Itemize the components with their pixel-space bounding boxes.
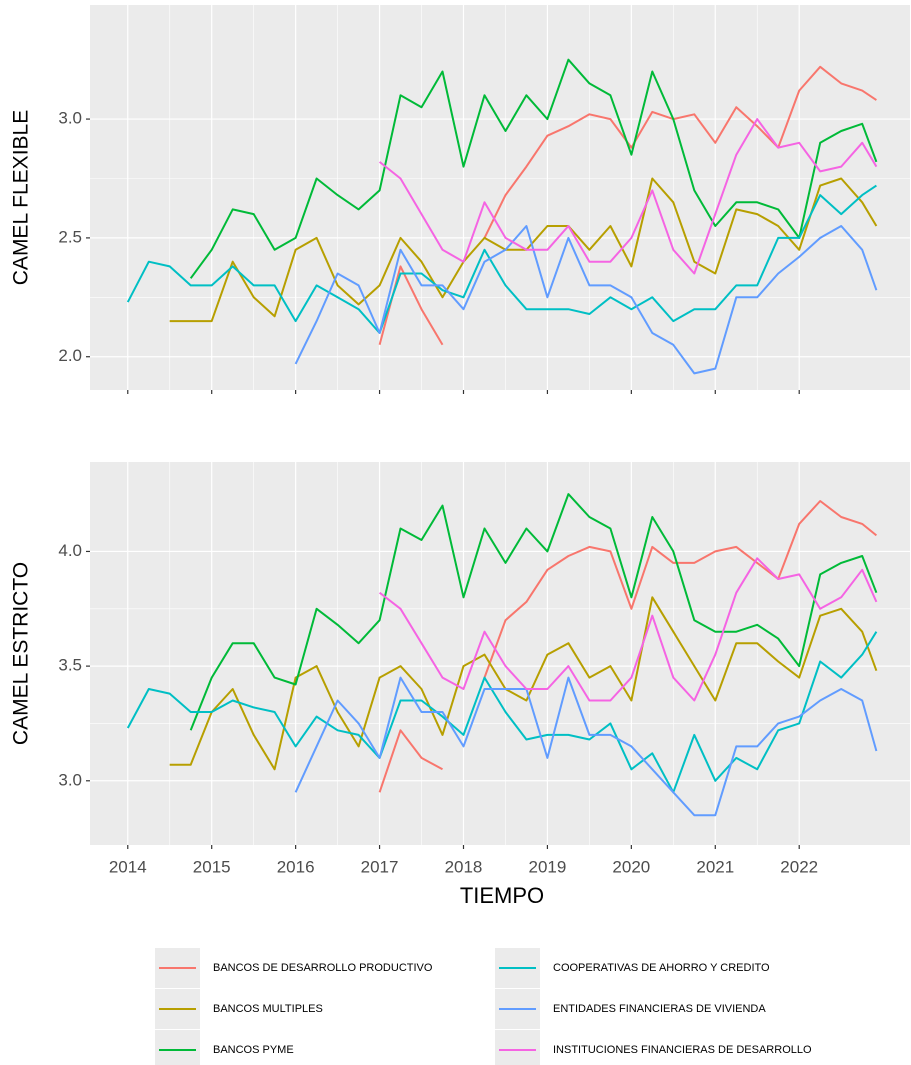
- panel-background: [90, 462, 910, 845]
- legend-label: COOPERATIVAS DE AHORRO Y CREDITO: [553, 962, 770, 974]
- series-line: [126, 631, 878, 794]
- x-tick-label: 2020: [612, 857, 650, 876]
- x-tick-label: 2022: [780, 857, 818, 876]
- series-line: [294, 676, 878, 817]
- panel-background: [90, 5, 910, 390]
- legend-label: ENTIDADES FINANCIERAS DE VIVIENDA: [553, 1003, 766, 1015]
- series-line: [169, 596, 878, 771]
- series-line: [126, 184, 877, 334]
- legend-key: [155, 1030, 200, 1065]
- y-tick-label: 4.0: [58, 541, 82, 560]
- legend-label: INSTITUCIONES FINANCIERAS DE DESARROLLO: [553, 1044, 812, 1056]
- legend-label: BANCOS MULTIPLES: [213, 1003, 323, 1015]
- series-line: [378, 500, 878, 793]
- series-line: [189, 58, 878, 279]
- x-tick-label: 2014: [109, 857, 147, 876]
- y-axis-title: CAMEL ESTRICTO: [10, 562, 33, 745]
- x-tick-label: 2018: [445, 857, 483, 876]
- x-axis-title: TIEMPO: [460, 883, 544, 908]
- series-line: [294, 225, 878, 375]
- y-axis-title: CAMEL FLEXIBLE: [10, 110, 33, 285]
- x-tick-label: 2019: [529, 857, 567, 876]
- x-tick-label: 2021: [696, 857, 734, 876]
- x-tick-label: 2016: [277, 857, 315, 876]
- legend-label: BANCOS DE DESARROLLO PRODUCTIVO: [213, 962, 433, 974]
- series-line: [378, 118, 878, 275]
- y-tick-label: 3.0: [58, 109, 82, 128]
- x-tick-label: 2017: [361, 857, 399, 876]
- x-tick-label: 2015: [193, 857, 231, 876]
- series-line: [378, 557, 878, 702]
- y-tick-label: 3.5: [58, 656, 82, 675]
- y-tick-label: 2.5: [58, 227, 82, 246]
- series-line: [189, 493, 878, 731]
- legend-key: [495, 1030, 540, 1065]
- y-tick-label: 2.0: [58, 346, 82, 365]
- y-tick-label: 3.0: [58, 770, 82, 789]
- legend-label: BANCOS PYME: [213, 1044, 294, 1056]
